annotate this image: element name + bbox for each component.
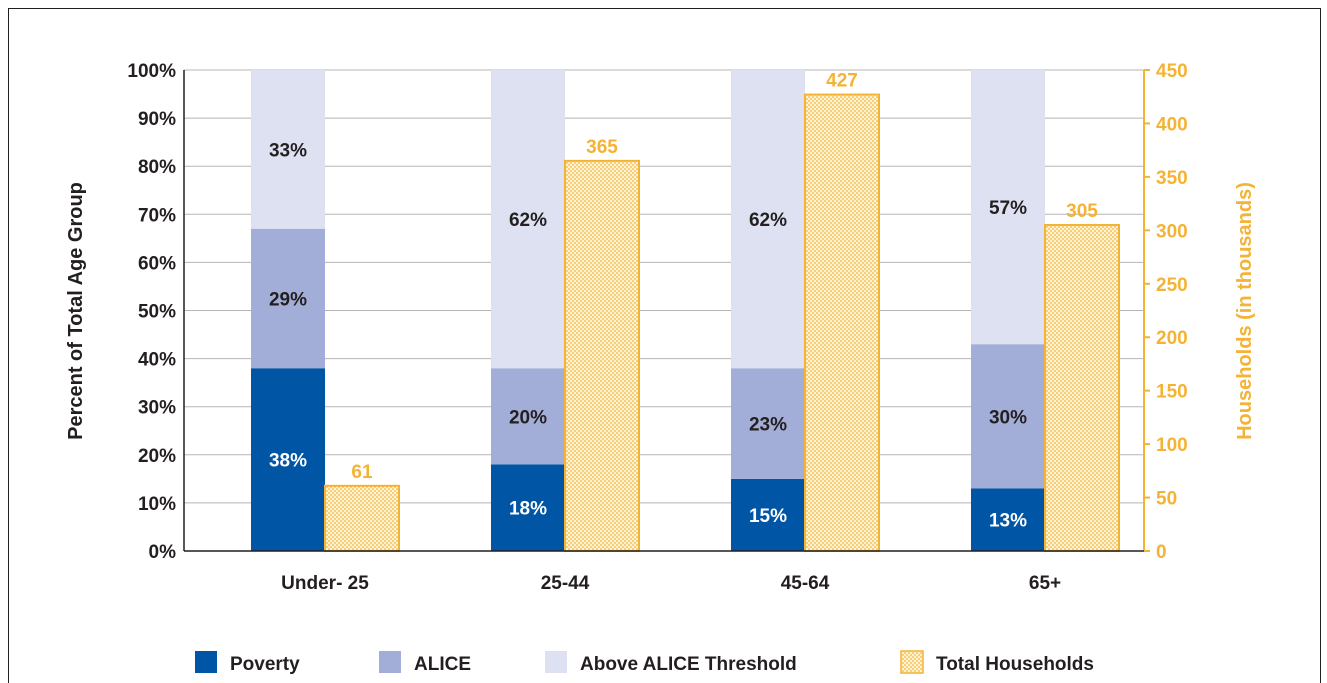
- legend-swatch-2: [545, 651, 567, 673]
- y-tick-label-right: 200: [1156, 328, 1188, 349]
- bar-above-alice-threshold-2: [731, 70, 805, 369]
- data-label: 30%: [989, 407, 1027, 428]
- data-label: 13%: [989, 511, 1027, 532]
- bar-poverty-3: [971, 488, 1045, 551]
- y-tick-label-left: 70%: [138, 205, 176, 226]
- data-label: 62%: [749, 210, 787, 231]
- y-tick-label-left: 10%: [138, 494, 176, 515]
- bar-alice-0: [251, 228, 325, 369]
- y-axis-title-left: Percent of Total Age Group: [65, 182, 87, 440]
- y-tick-label-right: 100: [1156, 435, 1188, 456]
- y-tick-label-left: 100%: [127, 61, 176, 82]
- data-labels: 38% 29% 33% 61 18% 20% 62% 365 15% 23% 62% 427 13% 30…: [269, 71, 1098, 532]
- legend: Poverty ALICE Above ALICE Threshold Total H…: [195, 650, 1094, 675]
- bar-above-alice-threshold-1: [491, 70, 565, 369]
- x-tick-label: Under- 25: [281, 573, 369, 594]
- data-label: 29%: [269, 289, 307, 310]
- y-tick-label-left: 50%: [138, 302, 176, 323]
- bar-above-alice-threshold-0: [251, 70, 325, 229]
- legend-label: Total Households: [936, 654, 1094, 675]
- bar-poverty-0: [251, 368, 325, 551]
- y-tick-label-left: 60%: [138, 253, 176, 274]
- bars: [251, 70, 1120, 553]
- data-label: 15%: [749, 506, 787, 527]
- y-tick-label-left: 90%: [138, 109, 176, 130]
- data-label: 38%: [269, 451, 307, 472]
- y-tick-label-right: 350: [1156, 168, 1188, 189]
- bar-alice-3: [971, 344, 1045, 489]
- y-axis-title-right: Households (in thousands): [1234, 182, 1256, 440]
- data-label: 33%: [269, 140, 307, 161]
- y-tick-label-right: 300: [1156, 221, 1188, 242]
- legend-swatch-1: [379, 651, 401, 673]
- y-tick-label-left: 40%: [138, 350, 176, 371]
- legend-label: ALICE: [414, 654, 471, 675]
- data-label: 57%: [989, 198, 1027, 219]
- data-label-households: 61: [351, 462, 373, 483]
- data-label-households: 427: [826, 71, 858, 92]
- y-tick-label-right: 150: [1156, 382, 1188, 403]
- y-tick-label-right: 250: [1156, 275, 1188, 296]
- axes: 0% 10% 20% 30% 40% 50% 60% 70% 80% 90% 100% 0 50 100 1…: [127, 61, 1187, 594]
- bar-poverty-2: [731, 478, 805, 551]
- data-label: 62%: [509, 210, 547, 231]
- data-label-households: 365: [586, 137, 618, 158]
- y-tick-label-left: 30%: [138, 398, 176, 419]
- bar-total-households-2: [804, 93, 880, 552]
- data-label: 20%: [509, 407, 547, 428]
- chart-frame: [8, 8, 1321, 683]
- bar-alice-1: [491, 368, 565, 465]
- y-tick-label-right: 400: [1156, 114, 1188, 135]
- x-tick-label: 45-64: [781, 573, 830, 594]
- bar-above-alice-threshold-3: [971, 70, 1045, 345]
- bar-total-households-3: [1044, 223, 1120, 552]
- data-label: 23%: [749, 415, 787, 436]
- data-label: 18%: [509, 499, 547, 520]
- y-tick-label-left: 0%: [149, 542, 177, 563]
- legend-swatch-0: [195, 651, 217, 673]
- bar-total-households-0: [324, 484, 400, 553]
- y-tick-label-right: 450: [1156, 61, 1188, 82]
- y-tick-label-left: 80%: [138, 157, 176, 178]
- y-tick-label-right: 0: [1156, 542, 1167, 563]
- legend-label: Above ALICE Threshold: [580, 654, 797, 675]
- data-label-households: 305: [1066, 201, 1098, 222]
- y-tick-label-left: 20%: [138, 446, 176, 467]
- legend-swatch-3: [900, 650, 924, 674]
- bar-poverty-1: [491, 464, 565, 551]
- bar-total-households-1: [564, 159, 640, 552]
- legend-label: Poverty: [230, 654, 300, 675]
- x-tick-label: 25-44: [541, 573, 590, 594]
- bar-alice-2: [731, 368, 805, 479]
- x-tick-label: 65+: [1029, 573, 1061, 594]
- y-tick-label-right: 50: [1156, 489, 1177, 510]
